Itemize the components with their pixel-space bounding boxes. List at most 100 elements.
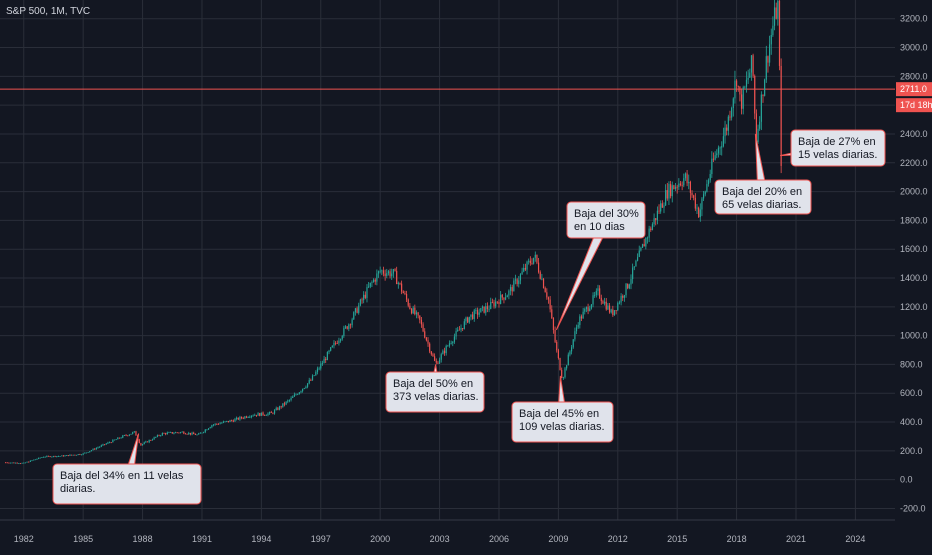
y-tick-label: 1600.0: [900, 244, 928, 254]
candle-body: [612, 309, 614, 316]
candle-body: [283, 403, 286, 405]
candle-body: [358, 305, 360, 313]
candle-body: [354, 308, 357, 313]
candle-body: [89, 451, 91, 453]
candle-body: [488, 308, 490, 310]
candle-body: [318, 368, 320, 370]
candle-body: [216, 423, 218, 425]
candle-body: [224, 421, 226, 423]
candle-body: [430, 351, 432, 355]
candle-body: [410, 308, 413, 314]
candle-body: [112, 439, 114, 443]
price-badge-value: 2711.0: [900, 84, 927, 94]
candle-body: [420, 319, 423, 325]
candle-body: [298, 392, 300, 395]
countdown-badge: [896, 98, 932, 113]
candle-body: [193, 432, 195, 435]
candle-body: [767, 56, 769, 63]
candle-body: [297, 394, 299, 396]
candle-body: [638, 250, 640, 258]
y-tick-label: 2400.0: [900, 129, 928, 139]
candle-body: [559, 358, 561, 371]
candle-body: [773, 7, 776, 26]
candle-body: [448, 343, 451, 346]
candle-body: [138, 439, 140, 444]
candle-body: [130, 433, 132, 435]
candle-body: [250, 415, 253, 417]
candle-body: [635, 260, 637, 267]
candle-body: [259, 413, 261, 416]
candle-body: [287, 400, 289, 402]
x-tick-label: 2003: [430, 534, 450, 544]
y-tick-label: 600.0: [900, 388, 923, 398]
candle-body: [392, 269, 394, 274]
candle-body: [500, 294, 502, 305]
candle-body: [442, 350, 444, 355]
candle-body: [630, 279, 632, 285]
candle-body: [72, 454, 74, 456]
candle-body: [566, 365, 568, 369]
candle-body: [722, 136, 724, 147]
candle-body: [508, 290, 510, 296]
callout-text: en 10 dias: [574, 221, 625, 233]
candle-body: [739, 86, 741, 95]
candle-body: [669, 184, 672, 197]
candle-body: [632, 267, 634, 280]
y-tick-label: 2800.0: [900, 71, 928, 81]
candle-body: [750, 55, 753, 73]
candle-body: [414, 307, 416, 315]
candle-body: [415, 312, 418, 315]
candle-body: [31, 460, 33, 462]
candle-body: [491, 301, 493, 303]
x-axis: 1982 1985 1988 1991 1994 1997 2000 2003 2006 2009…: [0, 519, 895, 544]
candle-body: [747, 77, 749, 80]
candle-body: [348, 324, 350, 329]
candle-body: [707, 180, 710, 185]
candle-body: [688, 181, 690, 184]
candle-body: [128, 434, 130, 436]
candle-body: [503, 297, 505, 300]
candle-body: [478, 312, 480, 315]
candle-body: [693, 195, 695, 198]
candle-body: [232, 420, 234, 422]
candle-body: [509, 287, 512, 291]
candle-body: [191, 432, 193, 435]
candle-body: [493, 302, 495, 307]
candle-body: [52, 455, 55, 457]
candle-body: [465, 317, 467, 322]
candle-body: [405, 294, 408, 300]
candle-body: [551, 309, 553, 319]
candle-body: [41, 457, 43, 459]
candle-body: [755, 113, 757, 142]
candle-body: [580, 316, 583, 319]
candle-body: [590, 304, 592, 309]
symbol-title: S&P 500, 1M, TVC: [6, 6, 91, 17]
candle-body: [74, 454, 76, 456]
x-tick-label: 2018: [727, 534, 747, 544]
candle-body: [561, 370, 563, 378]
callout-box: [790, 129, 886, 167]
candle-body: [603, 301, 606, 304]
candle-body: [653, 218, 655, 225]
candle-body: [740, 94, 743, 109]
candle-body: [97, 447, 99, 449]
y-tick-label: 1800.0: [900, 215, 928, 225]
candle-body: [165, 433, 167, 435]
candle-body: [636, 257, 639, 261]
candle-body: [122, 435, 124, 438]
candle-body: [252, 415, 254, 417]
candle-body: [194, 434, 196, 435]
candle-body: [201, 432, 203, 434]
candle-body: [582, 311, 584, 319]
candle-body: [552, 318, 555, 331]
candle-body: [744, 86, 746, 88]
candle-body: [244, 416, 246, 419]
y-tick-label: 400.0: [900, 417, 923, 427]
candle-body: [724, 127, 726, 137]
candle-body: [173, 433, 175, 434]
candle-body: [247, 417, 249, 418]
